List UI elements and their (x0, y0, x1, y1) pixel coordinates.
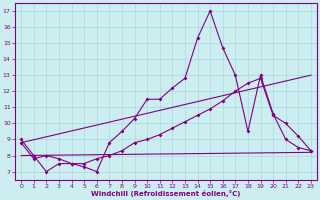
X-axis label: Windchill (Refroidissement éolien,°C): Windchill (Refroidissement éolien,°C) (91, 190, 241, 197)
